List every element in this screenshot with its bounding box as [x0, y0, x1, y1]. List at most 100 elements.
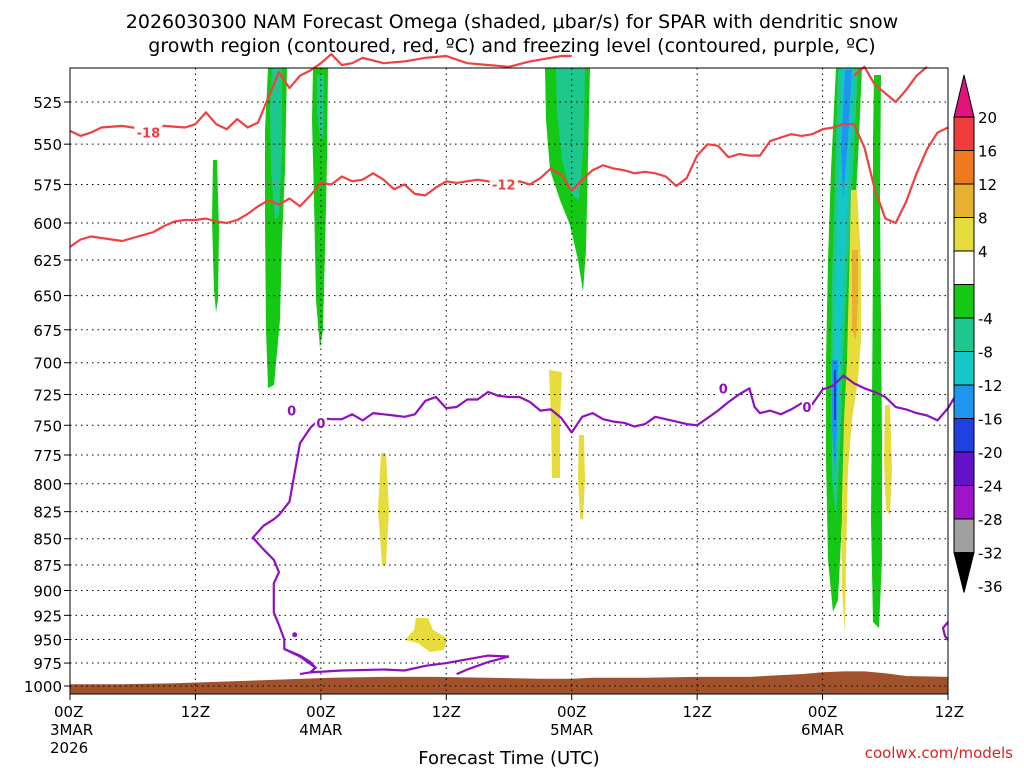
- credit-text: coolwx.com/models: [865, 744, 1013, 762]
- omega-region-green: [871, 75, 882, 628]
- date-tick-label: 4MAR: [299, 721, 342, 739]
- terrain-surface: [70, 671, 948, 694]
- colorbar-bin: [953, 217, 975, 252]
- pressure-tick-label: 875: [33, 557, 62, 575]
- freezing-level-left-contour: [251, 427, 317, 676]
- freezing-level-contour: [309, 374, 960, 434]
- freezing-level-label-bg: [314, 414, 327, 430]
- colorbar-bin: [953, 284, 975, 319]
- pressure-tick-label: 850: [33, 531, 62, 549]
- freezing-level-label-bg: [801, 398, 812, 414]
- date-tick-label: 6MAR: [801, 721, 844, 739]
- pressure-tick-label: 700: [33, 355, 62, 373]
- pressure-tick-label: 525: [33, 94, 62, 112]
- time-tick-label: 12Z: [432, 703, 461, 721]
- pressure-tick-label: 575: [33, 176, 62, 194]
- chart-title-line-1: 2026030300 NAM Forecast Omega (shaded, μ…: [126, 11, 898, 33]
- pressure-tick-label: 600: [33, 215, 62, 233]
- colorbar-label: -8: [978, 344, 993, 362]
- colorbar-label: -4: [978, 310, 993, 328]
- dgz-minus12-label-bg: [489, 176, 518, 192]
- dgz-minus18-label-bg: [134, 124, 163, 140]
- omega-region-yellow: [405, 618, 447, 652]
- colorbar-label: 16: [978, 143, 997, 161]
- dgz-minus18-label: -18: [137, 127, 161, 142]
- time-tick-label: 00Z: [54, 703, 83, 721]
- time-tick-label: 12Z: [682, 703, 711, 721]
- freezing-level-lower-contour: [283, 648, 510, 676]
- pressure-tick-label: 775: [33, 447, 62, 465]
- omega-region-green: [312, 68, 328, 348]
- pressure-tick-label: 925: [33, 607, 62, 625]
- pressure-tick-label: 625: [33, 252, 62, 270]
- colorbar-label: 4: [978, 243, 988, 261]
- omega-region-yellow: [884, 405, 892, 515]
- omega-region-yellow: [578, 435, 585, 520]
- chart-title-line-2: growth region (contoured, red, ºC) and f…: [148, 35, 875, 57]
- pressure-tick-label: 950: [33, 632, 62, 650]
- freezing-level-label: 0: [316, 417, 325, 432]
- colorbar-bin: [953, 384, 975, 419]
- colorbar-bin: [953, 451, 975, 486]
- time-tick-label: 00Z: [557, 703, 586, 721]
- freezing-level-edge-contour: [941, 621, 949, 641]
- freezing-level-label: 0: [287, 405, 296, 420]
- pressure-tick-label: 675: [33, 322, 62, 340]
- freezing-level-label-bg: [286, 402, 297, 418]
- omega-region-green: [212, 160, 219, 312]
- colorbar-bin: [953, 116, 975, 151]
- plot-frame: [69, 67, 949, 695]
- pressure-tick-label: 750: [33, 417, 62, 435]
- omega-region-orange: [852, 250, 858, 340]
- year-tick-label: 2026: [50, 739, 88, 757]
- dgz-minus12-label: -12: [492, 178, 516, 193]
- time-tick-label: 12Z: [181, 703, 210, 721]
- omega-region-yellow: [549, 370, 562, 478]
- time-tick-label: 00Z: [808, 703, 837, 721]
- colorbar-bin: [953, 150, 975, 185]
- colorbar-label: -36: [978, 578, 1003, 596]
- date-tick-label: 5MAR: [550, 721, 593, 739]
- x-axis-label: Forecast Time (UTC): [418, 748, 599, 768]
- colorbar-bin: [953, 183, 975, 218]
- date-tick-label: 3MAR: [50, 721, 93, 739]
- pressure-tick-label: 650: [33, 288, 62, 306]
- pressure-tick-label: 975: [33, 655, 62, 673]
- omega-region-cyan: [834, 68, 854, 460]
- freezing-level-dot: [292, 632, 298, 638]
- colorbar-label: -20: [978, 444, 1003, 462]
- colorbar-label: 20: [978, 109, 997, 127]
- omega-region-yellow: [378, 453, 389, 565]
- time-tick-label: 00Z: [306, 703, 335, 721]
- time-tick-label: 12Z: [935, 703, 964, 721]
- colorbar-bin: [953, 485, 975, 520]
- omega-colorbar: 20 16 12 8 4 -4 -8 -12 -16 -20 -24 -28 -32 -36: [953, 74, 1003, 596]
- pressure-tick-label: 550: [33, 136, 62, 154]
- colorbar-bottom-arrow: [953, 552, 975, 593]
- colorbar-top-arrow: [953, 74, 975, 118]
- colorbar-label: -28: [978, 511, 1003, 529]
- pressure-tick-label: 725: [33, 387, 62, 405]
- colorbar-bin: [953, 518, 975, 553]
- gridlines: [70, 68, 948, 694]
- colorbar-label: -16: [978, 411, 1003, 429]
- freezing-level-label-bg: [718, 380, 729, 396]
- colorbar-label: -24: [978, 478, 1003, 496]
- omega-region-teal: [270, 68, 282, 220]
- colorbar-label: 12: [978, 176, 997, 194]
- colorbar-bin: [953, 250, 975, 285]
- pressure-tick-label: 800: [33, 476, 62, 494]
- freezing-level-label: 0: [719, 382, 728, 397]
- colorbar-bin: [953, 418, 975, 453]
- pressure-axis: 525 550 575 600 625 650 675 700 725 750 775 800 825 8…: [24, 94, 70, 696]
- colorbar-label: -32: [978, 545, 1003, 563]
- pressure-tick-label: 1000: [24, 678, 62, 696]
- plot-area: -18 -12 0 0 0 0: [69, 52, 960, 695]
- contour-lines: -18 -12 0 0 0 0: [69, 52, 960, 676]
- omega-region-teal: [556, 68, 585, 200]
- colorbar-bin: [953, 351, 975, 386]
- pressure-tick-label: 900: [33, 583, 62, 601]
- dgz-upper-right-contour: [853, 65, 928, 104]
